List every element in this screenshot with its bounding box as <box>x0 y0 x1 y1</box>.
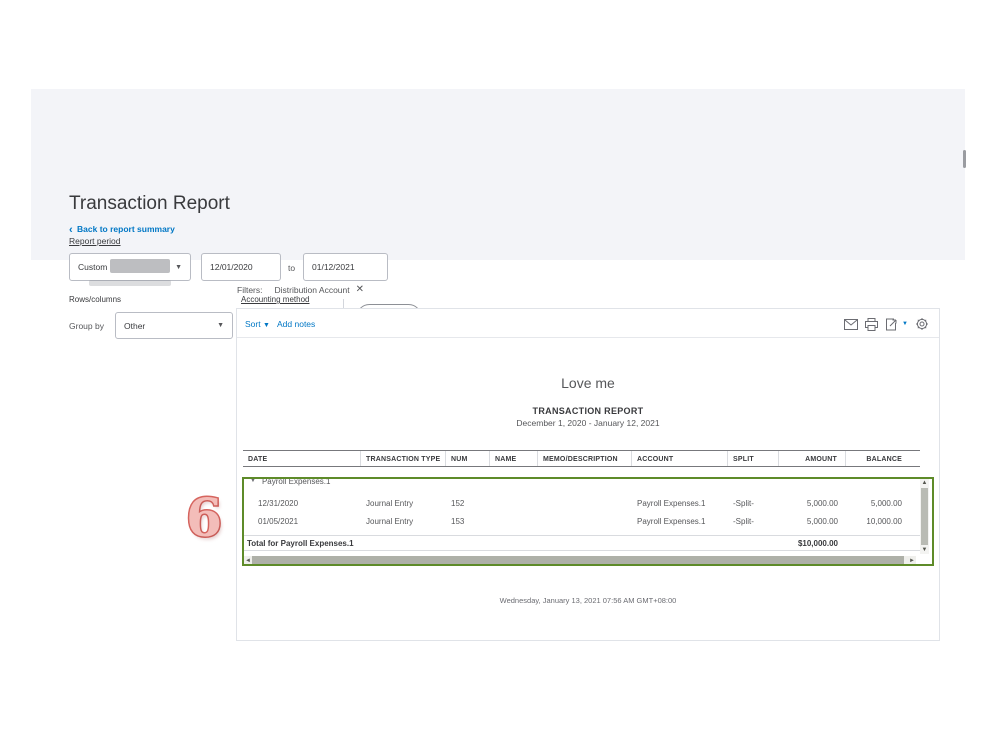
rows-columns-label: Rows/columns <box>69 295 122 304</box>
company-name: Love me <box>561 375 615 391</box>
column-header-balance[interactable]: BALANCE <box>866 456 902 463</box>
cell-account: Payroll Expenses.1 <box>637 516 706 526</box>
column-header-num[interactable]: NUM <box>446 451 490 466</box>
chevron-left-icon: ‹ <box>69 224 73 236</box>
group-label: Payroll Expenses.1 <box>261 476 331 486</box>
accounting-method-label: Accounting method <box>241 295 310 304</box>
page-title: Transaction Report <box>69 193 230 214</box>
vertical-scrollbar-thumb[interactable] <box>921 488 928 545</box>
report-footer-timestamp: Wednesday, January 13, 2021 07:56 AM GMT… <box>499 596 677 605</box>
date-from-input[interactable]: 12/01/2020 <box>201 253 281 281</box>
cell-balance: 5,000.00 <box>870 498 902 508</box>
email-icon[interactable] <box>844 318 859 330</box>
back-to-summary-link[interactable]: ‹ Back to report summary <box>69 224 175 236</box>
total-amount: $10,000.00 <box>797 538 838 548</box>
cell-type: Journal Entry <box>366 516 414 526</box>
report-date-range: December 1, 2020 - January 12, 2021 <box>516 418 660 428</box>
column-header-transaction-type[interactable]: TRANSACTION TYPE <box>361 451 446 466</box>
filter-chip-label: Distribution Account <box>274 284 350 295</box>
total-label: Total for Payroll Expenses.1 <box>247 538 354 548</box>
horizontal-scrollbar[interactable]: ◄ ► <box>244 556 916 565</box>
table-header: DATE TRANSACTION TYPE NUM NAME MEMO/DESC… <box>243 450 920 467</box>
print-icon[interactable] <box>865 317 879 331</box>
remove-filter-icon[interactable]: ✕ <box>355 284 365 295</box>
horizontal-scrollbar-thumb[interactable] <box>252 556 904 565</box>
scroll-left-icon[interactable]: ◄ <box>245 557 251 564</box>
cell-amount: 5,000.00 <box>806 498 838 508</box>
date-to-input[interactable]: 01/12/2021 <box>303 253 388 281</box>
report-period-select[interactable]: Custom ▼ <box>69 253 191 281</box>
cell-num: 153 <box>451 516 465 526</box>
page-scrollbar-thumb[interactable] <box>963 150 966 168</box>
table-row[interactable]: 01/05/2021 Journal Entry 153 Payroll Exp… <box>243 512 920 530</box>
scroll-up-icon[interactable]: ▲ <box>921 480 928 486</box>
cell-date: 01/05/2021 <box>258 516 299 526</box>
scroll-right-icon[interactable]: ► <box>909 557 915 564</box>
scroll-down-icon[interactable]: ▼ <box>921 547 928 553</box>
sort-dropdown[interactable]: Sort ▼ <box>245 319 270 329</box>
column-header-split[interactable]: SPLIT <box>728 451 779 466</box>
column-header-account[interactable]: ACCOUNT <box>632 451 728 466</box>
filters-row: Filters: Distribution Account ✕ <box>237 284 364 295</box>
chevron-down-icon: ▼ <box>262 322 270 329</box>
tooltip-artifact <box>110 259 170 273</box>
column-header-memo[interactable]: MEMO/DESCRIPTION <box>538 451 632 466</box>
tooltip-artifact-shadow <box>89 280 171 286</box>
report-title: TRANSACTION REPORT <box>532 406 644 416</box>
report-period-value: Custom <box>78 262 108 272</box>
collapse-triangle-icon[interactable]: ▼ <box>250 478 256 484</box>
filters-label: Filters: <box>237 284 263 295</box>
export-icon[interactable] <box>885 318 898 331</box>
settings-icon[interactable] <box>915 317 929 331</box>
group-by-label: Group by <box>69 321 104 331</box>
chevron-down-icon: ▼ <box>217 322 224 329</box>
cell-account: Payroll Expenses.1 <box>637 498 706 508</box>
report-period-label: Report period <box>69 236 121 246</box>
export-options-caret[interactable]: ▼ <box>902 321 908 327</box>
column-header-name[interactable]: NAME <box>490 451 538 466</box>
to-label: to <box>288 263 296 273</box>
annotation-number: 6 <box>184 487 223 551</box>
cell-split: -Split- <box>733 516 754 526</box>
table-body: ▼ Payroll Expenses.1 12/31/2020 Journal … <box>243 468 920 551</box>
group-by-value: Other <box>124 320 146 331</box>
column-header-date[interactable]: DATE <box>243 451 361 466</box>
cell-split: -Split- <box>733 498 754 508</box>
cell-balance: 10,000.00 <box>866 516 902 526</box>
report-panel: Sort ▼ Add notes ▼ Love me TRANSACTION R… <box>236 308 940 641</box>
group-row-payroll-expenses[interactable]: ▼ Payroll Expenses.1 <box>243 468 920 494</box>
cell-amount: 5,000.00 <box>806 516 838 526</box>
group-by-select[interactable]: Other ▼ <box>115 312 233 339</box>
cell-type: Journal Entry <box>366 498 414 508</box>
vertical-scrollbar[interactable]: ▲ ▼ <box>920 479 929 554</box>
report-toolbar: Sort ▼ Add notes ▼ <box>237 309 939 338</box>
cell-num: 152 <box>451 498 465 508</box>
column-header-amount[interactable]: AMOUNT <box>779 451 846 466</box>
table-row[interactable]: 12/31/2020 Journal Entry 152 Payroll Exp… <box>243 494 920 512</box>
report-controls-panel: Transaction Report ‹ Back to report summ… <box>31 89 965 341</box>
cell-date: 12/31/2020 <box>258 498 299 508</box>
total-row: Total for Payroll Expenses.1 $10,000.00 <box>243 535 920 551</box>
chevron-down-icon: ▼ <box>175 263 182 271</box>
add-notes-link[interactable]: Add notes <box>277 319 316 329</box>
